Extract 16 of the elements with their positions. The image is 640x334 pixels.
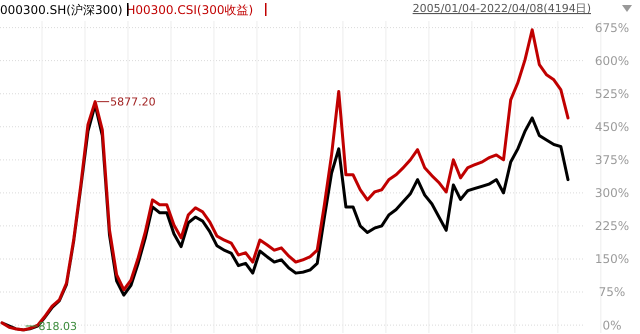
y-tick-label: 675% — [594, 20, 630, 35]
y-tick-label: 600% — [594, 54, 630, 68]
annotation: 818.03 — [38, 320, 77, 333]
legend-label: 000300.SH(沪深300) — [0, 3, 123, 17]
y-tick-label: 525% — [594, 86, 630, 101]
legend-label: H00300.CSI(300收益) — [126, 3, 254, 17]
y-tick-label: 225% — [594, 219, 630, 234]
y-tick-label: 150% — [594, 252, 630, 266]
y-tick-label: 450% — [594, 120, 630, 134]
y-tick-label: 75% — [598, 285, 626, 300]
annotation: 5877.20 — [110, 95, 156, 108]
line-series — [0, 28, 570, 332]
y-tick-label: 0% — [602, 318, 622, 332]
chart-subtitle: 2005/01/04-2022/04/08(4194日) — [412, 2, 591, 15]
y-tick-label: 300% — [594, 186, 630, 200]
y-tick-label: 375% — [594, 153, 630, 168]
